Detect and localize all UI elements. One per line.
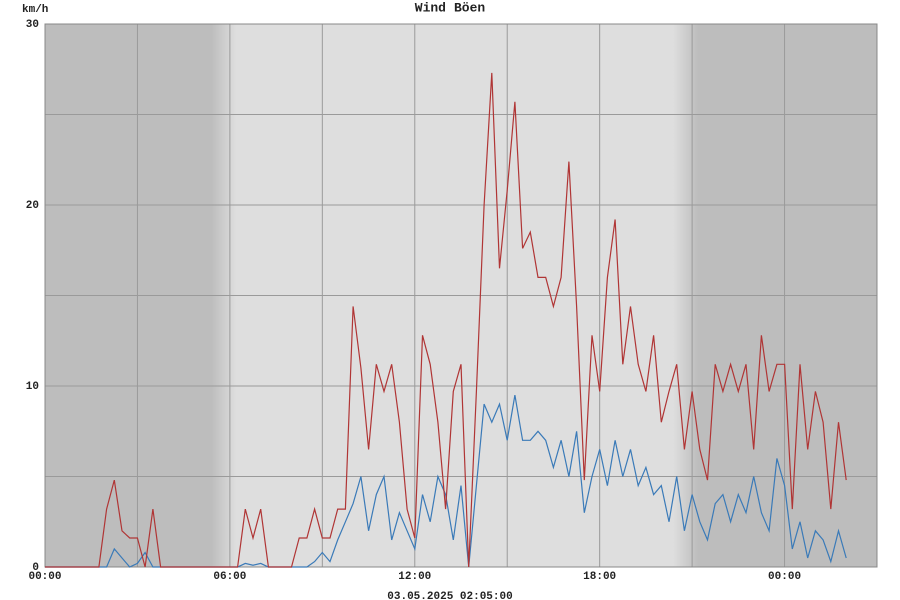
- plot-frame: [44, 23, 878, 568]
- series-line: [45, 72, 847, 568]
- x-tick-label: 18:00: [583, 571, 616, 583]
- y-tick-label: 0: [32, 562, 39, 574]
- footer: 03.05.2025 02:05:00: [387, 591, 512, 600]
- x-tick-label: 12:00: [398, 571, 431, 583]
- x-tick-label: 00:00: [768, 571, 801, 583]
- legend-entry: Wind: [415, 0, 446, 15]
- y-tick-label: 10: [26, 381, 39, 393]
- y-tick-label: 30: [26, 19, 39, 31]
- legend-entry: Böen: [454, 0, 485, 15]
- x-tick-label: 00:00: [28, 571, 61, 583]
- x-tick-label: 06:00: [213, 571, 246, 583]
- y-tick-label: 20: [26, 200, 39, 212]
- y-axis-label: km/h: [22, 4, 48, 16]
